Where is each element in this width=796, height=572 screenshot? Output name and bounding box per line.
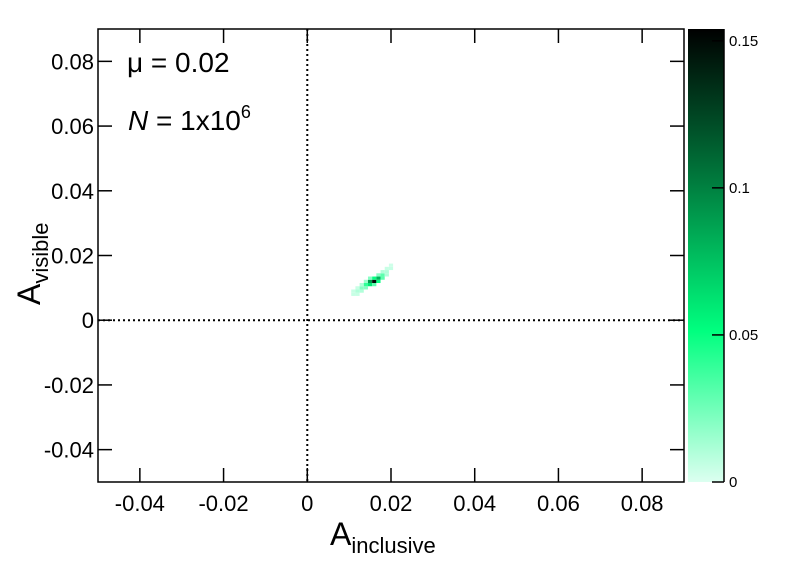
heatmap-cell — [388, 263, 394, 267]
y-tick-label: -0.02 — [44, 373, 94, 398]
heatmap-cell — [355, 292, 360, 296]
heatmap-cell — [363, 279, 368, 284]
heatmap-cell — [359, 289, 364, 293]
heatmap-cell — [384, 273, 389, 277]
y-axis-label: Avisible — [11, 223, 53, 305]
annotation-mu: μ = 0.02 — [127, 47, 230, 78]
heatmap-cell — [388, 266, 394, 271]
colorbar-tick-label: 0.1 — [729, 180, 750, 197]
heatmap-cell — [359, 286, 364, 290]
x-tick-label: 0.02 — [370, 491, 413, 516]
x-tick-label: -0.02 — [198, 491, 248, 516]
heatmap-cell — [363, 283, 368, 287]
y-tick-label: 0.08 — [51, 49, 94, 74]
x-axis-label: Ainclusive — [330, 516, 436, 558]
y-tick-label: 0.06 — [51, 114, 94, 139]
y-tick-label: 0.02 — [51, 244, 94, 269]
x-tick-label: -0.04 — [115, 491, 165, 516]
axes: -0.04 -0.02 0 0.02 0.04 0.06 0.08 -0.04 -0.02 0 0.… — [44, 28, 758, 516]
colorbar-tick-label: 0.05 — [729, 327, 758, 344]
annotation-n-sup: 6 — [241, 102, 251, 122]
heatmap-cell — [380, 270, 385, 274]
heatmap-cell — [380, 273, 385, 277]
heatmap-cell — [372, 279, 377, 284]
heatmap-cell — [359, 283, 364, 287]
x-tick-label: 0.06 — [537, 491, 580, 516]
y-tick-label: 0.04 — [51, 179, 94, 204]
heatmap-cell — [355, 286, 360, 290]
x-tick-label: 0 — [301, 491, 313, 516]
heatmap-cells — [351, 263, 394, 296]
heatmap-cell — [363, 286, 368, 290]
heatmap-cell — [372, 283, 377, 287]
heatmap-cell — [376, 279, 381, 284]
x-label-sub: inclusive — [351, 533, 435, 558]
heatmap-cell — [376, 273, 381, 277]
plot-frame — [97, 28, 685, 483]
colorbar-tick-label: 0 — [729, 474, 737, 491]
y-tick-label: -0.04 — [44, 438, 94, 463]
heatmap-cell — [376, 276, 381, 280]
heatmap-cell — [351, 289, 356, 293]
annotation-n-symbol: N — [128, 105, 149, 136]
x-tick-label: 0.04 — [453, 491, 496, 516]
colorbar-tick-label: 0.15 — [729, 33, 758, 50]
y-label-sub: visible — [28, 223, 53, 284]
heatmap-cell — [367, 276, 373, 280]
y-label-main: A — [11, 283, 47, 305]
heatmap-cell — [351, 292, 356, 296]
heatmap-cell — [355, 289, 360, 293]
colorbar — [688, 29, 724, 482]
annotation-n-text: = 1x10 — [148, 105, 241, 136]
annotation-n: N = 1x106 — [128, 102, 251, 136]
x-tick-label: 0.08 — [621, 491, 664, 516]
heatmap-cell — [372, 276, 377, 280]
y-tick-label: 0 — [82, 308, 94, 333]
x-label-main: A — [330, 516, 352, 552]
heatmap-cell — [380, 276, 385, 280]
heatmap-cell — [384, 270, 389, 274]
heatmap-cell — [367, 279, 373, 284]
heatmap-cell — [367, 283, 373, 287]
heatmap-cell — [384, 266, 389, 271]
